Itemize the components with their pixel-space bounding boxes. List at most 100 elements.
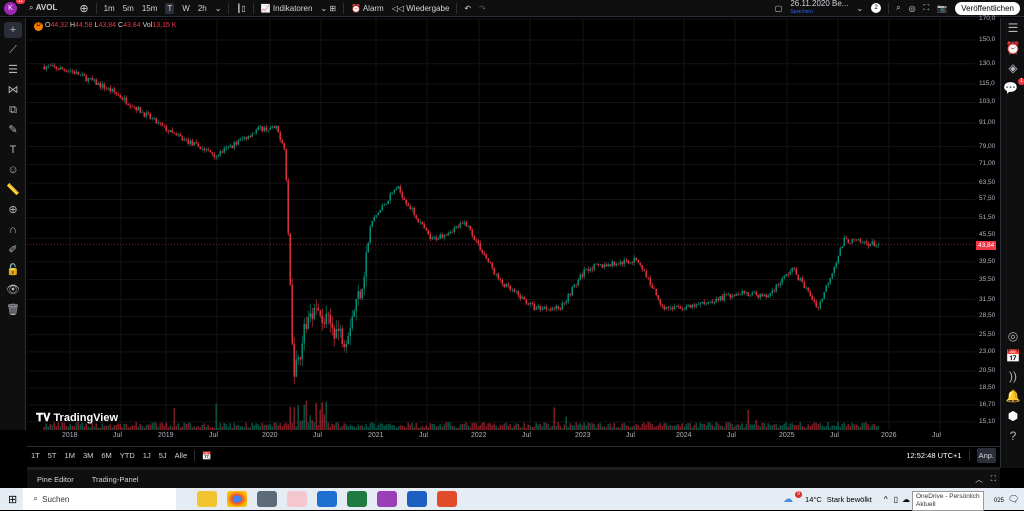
replay-button[interactable]: ◁◁ Wiedergabe <box>391 3 450 13</box>
lock-icon[interactable]: 🔓 <box>6 264 20 276</box>
range-1m[interactable]: 1M <box>64 451 75 460</box>
taskbar-search[interactable]: ⌕ Suchen <box>23 488 177 510</box>
clock[interactable]: 12:52:48 UTC+1 <box>906 451 962 460</box>
bell-icon[interactable]: 🔔 <box>1005 389 1021 403</box>
tray-chevron-icon[interactable]: ^ <box>883 494 888 504</box>
user-avatar[interactable]: K 11 <box>4 0 25 15</box>
fib-icon[interactable]: ☰ <box>8 64 18 76</box>
calendar-icon[interactable]: 📅 <box>1005 349 1021 363</box>
weather-icon[interactable]: ☁ 9 <box>783 490 803 505</box>
interval-2h[interactable]: 2h <box>197 3 207 13</box>
layout-square-icon[interactable]: ▢ <box>774 3 783 13</box>
tray-device-icon[interactable]: ▯ <box>893 494 898 504</box>
time-axis[interactable]: 2018 Jul 2019 Jul 2020 Jul 2021 Jul 2022 Jul 2023 J… <box>27 430 1000 443</box>
range-ytd[interactable]: YTD <box>119 451 135 460</box>
help-icon[interactable]: ? <box>1009 429 1017 443</box>
magnet-icon[interactable]: ∩ <box>9 224 17 236</box>
eye-icon[interactable]: 👁 <box>6 284 20 296</box>
redo-icon[interactable]: ↷ <box>479 3 486 13</box>
chevron-up-icon[interactable]: ︿ <box>975 474 983 484</box>
brush-icon[interactable]: ✎ <box>8 124 18 136</box>
zoom-in-icon[interactable]: ⊕ <box>8 204 18 216</box>
interval-5m[interactable]: 5m <box>122 3 134 13</box>
ruler-icon[interactable]: 📏 <box>6 184 20 196</box>
chevron-down-icon[interactable]: ⌄ <box>214 3 222 13</box>
fullscreen-icon[interactable]: ⛶ <box>923 3 930 12</box>
indicators-button[interactable]: 📈 Indikatoren <box>260 3 313 13</box>
candle-body <box>495 273 497 275</box>
volume-bar <box>435 426 437 430</box>
range-1t[interactable]: 1T <box>31 451 40 460</box>
tab-trading-panel[interactable]: Trading-Panel <box>91 474 139 484</box>
pattern-icon[interactable]: ⋈ <box>7 84 19 96</box>
layout-name[interactable]: 26.11.2020 Be... Speichern <box>790 0 848 16</box>
range-1j[interactable]: 1J <box>142 451 151 460</box>
file-explorer-icon[interactable] <box>197 491 218 507</box>
candle-body <box>773 290 775 292</box>
apps-grid-icon[interactable]: ⬢ <box>1007 409 1019 423</box>
windows-start-icon[interactable]: ⊞ <box>8 493 18 506</box>
volume-bar <box>115 424 117 430</box>
candle-type-icon[interactable]: ┃▯ <box>236 3 246 13</box>
price-chart[interactable] <box>27 18 975 430</box>
quick-search-icon[interactable]: ⌕ <box>896 3 901 12</box>
candle-body <box>245 137 247 139</box>
feed-icon[interactable]: )) <box>1009 369 1017 383</box>
chat-icon[interactable]: 💬 1 <box>1001 78 1024 98</box>
undo-icon[interactable]: ↶ <box>464 3 472 13</box>
interval-day[interactable]: T <box>165 2 175 14</box>
watchlist-icon[interactable]: ☰ <box>1007 21 1019 35</box>
outlook-icon[interactable] <box>317 491 338 507</box>
emoji-icon[interactable]: ☺ <box>7 164 19 176</box>
volume-bar <box>867 424 869 430</box>
target-icon[interactable]: ◎ <box>1007 329 1019 343</box>
onenote-icon[interactable] <box>377 491 398 507</box>
volume-bar <box>537 424 539 430</box>
settings-icon[interactable]: ◎ <box>908 3 916 13</box>
volume-bar <box>591 423 593 430</box>
maximize-panel-icon[interactable]: ⛶ <box>990 474 996 483</box>
volume-bar <box>217 427 219 430</box>
word-icon[interactable] <box>407 491 428 507</box>
interval-15m[interactable]: 15m <box>141 3 158 13</box>
badge-count[interactable]: 2 <box>871 3 882 13</box>
range-5t[interactable]: 5T <box>47 451 57 460</box>
price-scale[interactable]: 170,0 150,0 130,0 115,0 103,0 91,00 79,00 71,00… <box>975 15 1000 430</box>
trend-line-icon[interactable]: ⟋ <box>9 44 17 56</box>
candle-body <box>425 228 427 231</box>
interval-1m[interactable]: 1m <box>103 3 115 13</box>
calculator-icon[interactable] <box>257 491 278 507</box>
notifications-icon[interactable]: 🗨 <box>1008 494 1020 504</box>
candle-body <box>589 268 591 271</box>
symbol-search[interactable]: ⌕ AVOL <box>29 3 58 12</box>
candle-body <box>461 223 463 224</box>
alarm-clock-icon[interactable]: ⏰ <box>1005 41 1021 55</box>
snipping-tool-icon[interactable] <box>287 491 308 507</box>
volume-bar <box>145 425 147 430</box>
chevron-down-icon[interactable]: ⌄ <box>856 3 864 13</box>
range-6m[interactable]: 6M <box>101 451 112 460</box>
crosshair-icon[interactable]: + <box>4 22 22 38</box>
candle-body <box>237 140 239 145</box>
onedrive-icon[interactable]: ☁ <box>902 494 910 504</box>
chrome-icon[interactable] <box>227 491 248 507</box>
add-symbol-icon[interactable]: ⊕ <box>79 2 89 15</box>
alarm-button[interactable]: ⏰ Alarm <box>351 3 384 13</box>
templates-icon[interactable]: ⌄ ⊞ <box>320 3 337 13</box>
range-alle[interactable]: Alle <box>174 451 188 460</box>
range-3m[interactable]: 3M <box>82 451 94 460</box>
camera-icon[interactable]: 📷 <box>937 3 948 13</box>
excel-icon[interactable] <box>347 491 368 507</box>
layers-icon[interactable]: ◈ <box>1008 61 1018 75</box>
app-icon[interactable] <box>437 491 458 507</box>
projection-icon[interactable]: ⧉ <box>9 104 17 116</box>
goto-date-icon[interactable]: 📆 <box>202 451 212 460</box>
tab-pine-editor[interactable]: Pine Editor <box>37 474 74 484</box>
adjust-button[interactable]: Anp. <box>976 448 996 463</box>
range-5j[interactable]: 5J <box>158 451 167 460</box>
lock-drawing-icon[interactable]: ✐ <box>8 244 18 256</box>
publish-button[interactable]: Veröffentlichen <box>955 1 1020 15</box>
text-icon[interactable]: T <box>9 144 17 156</box>
interval-week[interactable]: W <box>182 3 190 13</box>
trash-icon[interactable]: 🗑 <box>6 304 20 316</box>
